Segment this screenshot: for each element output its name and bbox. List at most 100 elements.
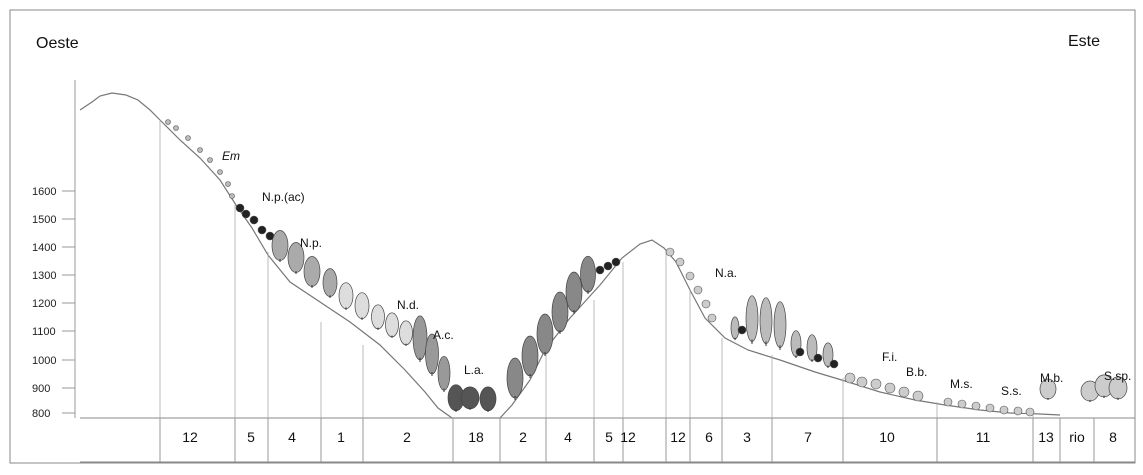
zone-number: 12 [670,429,686,445]
shrub [611,257,621,267]
species-label-na: N.a. [715,266,737,280]
y-tick-label: 1500 [32,214,56,226]
zone-divider-lines [80,120,1135,463]
tree-crown [322,268,338,297]
shrub [675,257,685,267]
vegetation-silhouettes [165,119,1128,417]
zone-number: 6 [705,429,713,445]
shrub [173,125,179,131]
y-tick-label: 1000 [32,355,56,367]
shrub [884,382,896,394]
shrub [217,169,223,175]
shrub [737,325,747,335]
shrub [1013,406,1023,416]
shrub [197,147,203,153]
shrub [985,403,995,413]
tree-crown [506,357,524,399]
tree-crown [399,320,413,346]
figure-frame [9,9,1136,464]
terrain-profile [79,92,1061,419]
species-label-fi: F.i. [882,350,897,364]
species-labels: Em N.p.(ac) N.p. N.d. A.c. L.a. N.a. F.i… [222,149,1131,398]
zone-number: 11 [976,429,991,445]
species-label-la: L.a. [464,363,484,377]
zone-number: 8 [1109,429,1117,445]
zone-numbers: 12 5 4 1 2 18 2 4 5 12 12 6 3 7 10 11 13 rio 8 [182,429,1117,445]
zone-number: 3 [743,429,751,445]
shrub [207,157,213,163]
species-label-ssp: S.sp. [1104,369,1131,383]
tree-crown [460,386,480,410]
zone-number: 4 [288,429,296,445]
tree-crown [551,291,569,333]
shrub [707,313,717,323]
shrub [943,397,953,407]
species-label-nd: N.d. [397,298,419,312]
shrub [1025,407,1035,417]
shrub [813,353,823,363]
zone-number: rio [1069,429,1085,445]
zone-number: 12 [182,429,198,445]
species-label-np: N.p. [300,236,322,250]
shrub [229,193,235,199]
shrub [165,119,171,125]
tree-crown [371,304,385,330]
species-label-ms: M.s. [950,377,973,391]
species-label-em: Em [222,149,240,163]
species-label-bb: B.b. [906,365,927,379]
shrub [999,405,1009,415]
tree-crown [730,316,740,340]
zone-number: 5 [605,429,613,445]
shrub [665,247,675,257]
tree-crown [338,282,354,310]
shrub [257,225,267,235]
shrub [870,378,882,390]
y-tick-label: 900 [32,383,50,395]
shrub [971,401,981,411]
tree-crown [580,255,596,293]
shrub [856,376,868,388]
shrub [795,347,805,357]
y-axis-ticks: 1600 1500 1400 1300 1200 1100 1000 900 800 [32,186,75,420]
tree-crown [565,271,583,313]
tree-crown [759,297,773,345]
shrub [685,271,695,281]
tree-crown [354,292,370,320]
species-label-mb: M.b. [1040,371,1063,385]
zone-number: 12 [620,429,636,445]
shrub [241,209,251,219]
y-tick-label: 1200 [32,298,56,310]
shrub [898,386,910,398]
tree-crown [773,301,787,349]
shrub [603,261,613,271]
shrub [235,203,245,213]
zone-number: 2 [519,429,527,445]
shrub [957,399,967,409]
tree-crown [437,355,451,391]
y-tick-label: 1600 [32,186,56,198]
zone-number: 4 [564,429,572,445]
tree-crown [385,312,399,338]
zone-number: 2 [403,429,411,445]
shrub [693,285,703,295]
species-label-ss: S.s. [1001,384,1022,398]
shrub [249,215,259,225]
west-label: Oeste [36,35,79,52]
shrub [185,135,191,141]
zone-number: 18 [468,429,484,445]
y-tick-label: 1100 [32,326,56,338]
shrub [844,372,856,384]
tree-crown [303,256,321,287]
shrub [829,359,839,369]
shrub [701,299,711,309]
tree-crown [521,335,539,377]
tree-crown [745,295,759,343]
zone-number: 5 [247,429,255,445]
tree-crown [536,313,554,355]
y-tick-label: 1400 [32,242,56,254]
shrub [912,390,924,402]
species-label-ac: A.c. [433,328,454,342]
zone-number: 13 [1038,429,1054,445]
tree-crown [412,315,428,361]
